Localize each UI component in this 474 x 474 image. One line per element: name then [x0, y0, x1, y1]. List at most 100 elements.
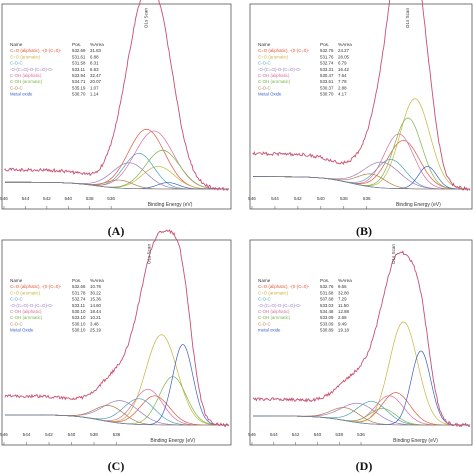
peak-label: O1s Scan — [405, 8, 410, 29]
legend-pos: 533.09 — [320, 315, 334, 320]
x-tick-label: 544 — [22, 196, 30, 201]
legend-area: 30.22 — [90, 290, 102, 295]
envelope-curve — [252, 0, 471, 192]
legend-header: Name — [258, 42, 271, 47]
legend-area: 20.07 — [90, 79, 102, 84]
x-tick-label: 536 — [363, 196, 371, 201]
legend-area: 7.78 — [338, 79, 347, 84]
peak-label: O1s Scan — [144, 8, 149, 29]
legend-name: C-OH (aliphatic) — [258, 309, 290, 314]
x-tick-label: 546 — [248, 196, 256, 201]
x-tick-label: 542 — [292, 432, 300, 437]
legend-area: 25.19 — [90, 328, 102, 333]
legend-area: 9.49 — [338, 321, 347, 326]
x-tick-label: 546 — [0, 432, 8, 437]
legend-pos: 530.37 — [320, 85, 334, 90]
x-axis-title: Binding Energy (eV) — [148, 202, 193, 208]
x-tick-label: 540 — [68, 432, 76, 437]
legend-name: C-O-C — [258, 297, 271, 302]
legend-pos: 533.03 — [320, 303, 334, 308]
legend-name: C-OH (aromatic) — [10, 79, 43, 84]
legend-area: 14.60 — [90, 303, 102, 308]
x-tick-label: 544 — [270, 432, 278, 437]
legend-name: Metal Oxide — [258, 92, 282, 97]
panel-label: (C) — [108, 459, 125, 473]
legend-pos: 530.10 — [72, 328, 86, 333]
legend-area: 32.80 — [338, 290, 350, 295]
legend-pos: 530.70 — [320, 92, 334, 97]
legend-pos: 533.11 — [72, 303, 86, 308]
legend-area: 6.88 — [90, 54, 99, 59]
legend-name: -O-(C=O)-O-(C=O)-O- — [258, 303, 302, 308]
legend-pos: 530.10 — [72, 321, 86, 326]
legend-name: C-OH (aliphatic) — [10, 73, 42, 78]
legend-name: -O-(C=O)-O-(C=O)-O- — [10, 67, 54, 72]
legend-area: 9.66 — [338, 284, 347, 289]
legend-name: -O-(C=O)-O-(C=O)-O- — [10, 303, 54, 308]
legend-pos: 533.61 — [320, 79, 334, 84]
x-tick-label: 536 — [357, 432, 365, 437]
legend-pos: 532.66 — [72, 284, 86, 289]
legend-name: C=O (aliphatic), -(0-(C=0)- — [258, 284, 310, 289]
legend-pos: 533.10 — [72, 315, 86, 320]
panel-label: (A) — [108, 224, 125, 238]
legend-pos: 532.69 — [72, 48, 86, 53]
legend-header: Name — [10, 42, 23, 47]
legend-area: 1.07 — [90, 85, 99, 90]
peak-label: O1s Scan — [391, 244, 396, 265]
envelope-curve — [4, 229, 230, 427]
plot-frame — [249, 3, 473, 210]
legend-area: 7.64 — [338, 73, 347, 78]
peak-label: O1s Scan — [146, 244, 151, 265]
legend-name: C=O (aromatic) — [10, 290, 41, 295]
legend-name: metal oxide — [258, 328, 281, 333]
legend-name: C=O (aromatic) — [10, 54, 41, 59]
legend-header: Pos. — [320, 42, 329, 47]
legend-pos: 532.74 — [320, 61, 334, 66]
background-curve — [6, 414, 229, 426]
legend-pos: 532.74 — [72, 297, 86, 302]
legend-header: %Area — [90, 42, 104, 47]
legend-area: 4.17 — [338, 92, 347, 97]
legend-pos: 530.47 — [320, 73, 334, 78]
xps-panel: 546 544 542 540 538 536 Binding Energy (eV) O1s… — [248, 0, 473, 238]
x-tick-label: 542 — [294, 196, 302, 201]
legend-name: C=O (aliphatic), -(0-(C=0)- — [258, 48, 310, 53]
legend-pos: 530.10 — [72, 309, 86, 314]
legend-pos: 534.48 — [320, 309, 334, 314]
plot-frame — [1, 3, 232, 210]
legend-area: 31.83 — [90, 48, 102, 53]
legend-pos: 507.68 — [320, 297, 334, 302]
legend-name: C-OH (aromatic) — [10, 315, 43, 320]
legend-pos: 532.76 — [320, 284, 334, 289]
legend-area: 2.88 — [338, 85, 347, 90]
legend-pos: 532.75 — [320, 48, 334, 53]
legend-area: 10.21 — [90, 315, 102, 320]
legend-pos: 530.70 — [72, 92, 86, 97]
legend-name: C=O (aromatic) — [258, 54, 289, 59]
legend-area: 8.31 — [90, 61, 99, 66]
x-tick-label: 538 — [340, 196, 348, 201]
x-axis-title: Binding Energy (eV) — [150, 438, 195, 444]
legend-header: Name — [10, 278, 23, 283]
envelope-curve — [252, 250, 471, 428]
legend-pos: 533.09 — [320, 321, 334, 326]
legend-pos: 533.11 — [72, 67, 86, 72]
legend-pos: 531.68 — [320, 290, 334, 295]
legend-name: C-OH (aromatic) — [258, 315, 291, 320]
legend-header: %Area — [338, 278, 352, 283]
x-axis-title: Binding Energy (eV) — [396, 202, 441, 208]
x-tick-label: 546 — [248, 432, 256, 437]
x-tick-label: 536 — [113, 432, 121, 437]
panel-label: (B) — [356, 224, 372, 238]
plot-frame — [249, 239, 473, 446]
legend-header: Pos. — [320, 278, 329, 283]
legend-pos: 531.76 — [320, 54, 334, 59]
legend-area: 24.27 — [338, 48, 350, 53]
legend-pos: 534.71 — [72, 79, 86, 84]
legend-area: 16.42 — [338, 67, 350, 72]
legend-area: 1.14 — [90, 92, 99, 97]
x-tick-label: 544 — [23, 432, 31, 437]
legend-name: C=O (aliphatic), -(0-(C=0)- — [10, 284, 62, 289]
